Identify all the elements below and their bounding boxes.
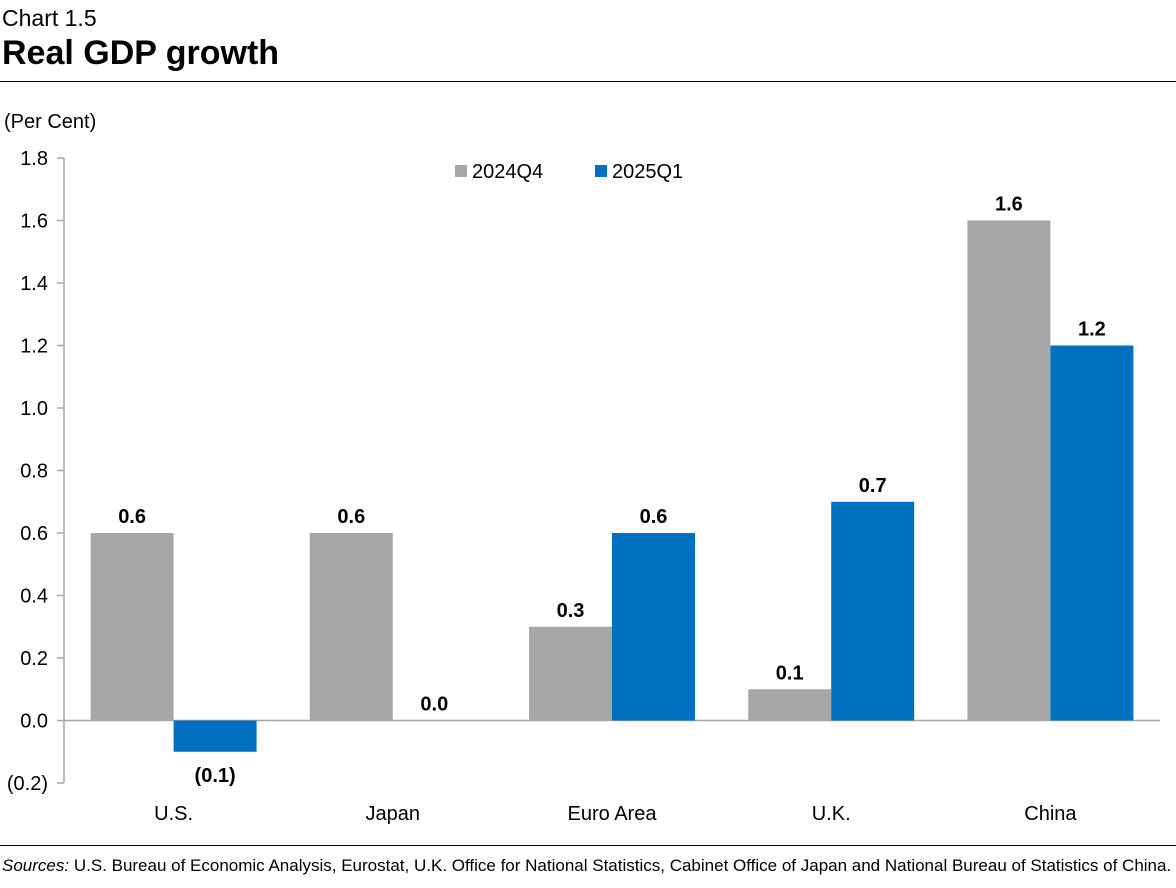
chart-title: Real GDP growth bbox=[2, 34, 280, 72]
data-label-2024q4: 0.1 bbox=[776, 662, 804, 684]
y-tick-label: 1.0 bbox=[20, 398, 48, 420]
data-label-2024q4: 0.3 bbox=[557, 600, 585, 622]
data-label-2024q4: 0.6 bbox=[118, 506, 146, 528]
sources-label: Sources: bbox=[2, 856, 70, 875]
legend-label: 2024Q4 bbox=[472, 161, 543, 183]
y-tick-label: 1.8 bbox=[20, 148, 48, 170]
y-tick-label: 1.4 bbox=[20, 273, 48, 295]
data-label-2025q1: (0.1) bbox=[195, 765, 236, 787]
sources-text: U.S. Bureau of Economic Analysis, Eurost… bbox=[69, 856, 1172, 875]
data-label-2025q1: 1.2 bbox=[1078, 319, 1106, 341]
x-category-label: Euro Area bbox=[568, 803, 658, 825]
data-label-2025q1: 0.6 bbox=[640, 506, 668, 528]
x-category-label: U.S. bbox=[154, 803, 193, 825]
y-tick-label: 0.6 bbox=[20, 523, 48, 545]
bar-2024q4 bbox=[967, 220, 1051, 721]
y-tick-label: (0.2) bbox=[7, 773, 48, 795]
bar-2025q1 bbox=[831, 501, 915, 721]
bar-chart: (Per Cent) (0.2) 0.0 0.2 0.4 0.6 0.8 1.0 1.2 1.4 1… bbox=[4, 111, 1160, 825]
x-category-label: China bbox=[1024, 803, 1077, 825]
y-tick-label: 0.0 bbox=[20, 711, 48, 733]
bar-2024q4 bbox=[748, 689, 832, 721]
legend-label: 2025Q1 bbox=[612, 161, 683, 183]
bar-2024q4 bbox=[90, 533, 174, 721]
data-label-2024q4: 0.6 bbox=[337, 506, 365, 528]
bar-2025q1 bbox=[173, 720, 257, 752]
y-tick-label: 1.2 bbox=[20, 336, 48, 358]
y-tick-label: 0.4 bbox=[20, 586, 48, 608]
bar-2025q1 bbox=[612, 533, 695, 721]
footer-divider bbox=[0, 845, 1176, 846]
x-category-label: Japan bbox=[366, 803, 421, 825]
legend-swatch bbox=[455, 165, 467, 177]
legend-swatch bbox=[595, 165, 607, 177]
x-category-label: U.K. bbox=[812, 803, 851, 825]
y-tick-label: 0.8 bbox=[20, 461, 48, 483]
y-tick-label: 0.2 bbox=[20, 648, 48, 670]
bar-2024q4 bbox=[529, 626, 612, 721]
bar-2025q1 bbox=[1050, 345, 1134, 721]
data-label-2025q1: 0.7 bbox=[859, 475, 887, 497]
header-divider bbox=[0, 81, 1176, 82]
data-label-2025q1: 0.0 bbox=[420, 694, 448, 716]
sources-note: Sources: U.S. Bureau of Economic Analysi… bbox=[2, 855, 1171, 877]
y-tick-label: 1.6 bbox=[20, 211, 48, 233]
y-axis-title: (Per Cent) bbox=[4, 111, 96, 133]
bar-2024q4 bbox=[309, 533, 393, 721]
data-label-2024q4: 1.6 bbox=[995, 194, 1023, 216]
chart-number: Chart 1.5 bbox=[2, 5, 97, 31]
